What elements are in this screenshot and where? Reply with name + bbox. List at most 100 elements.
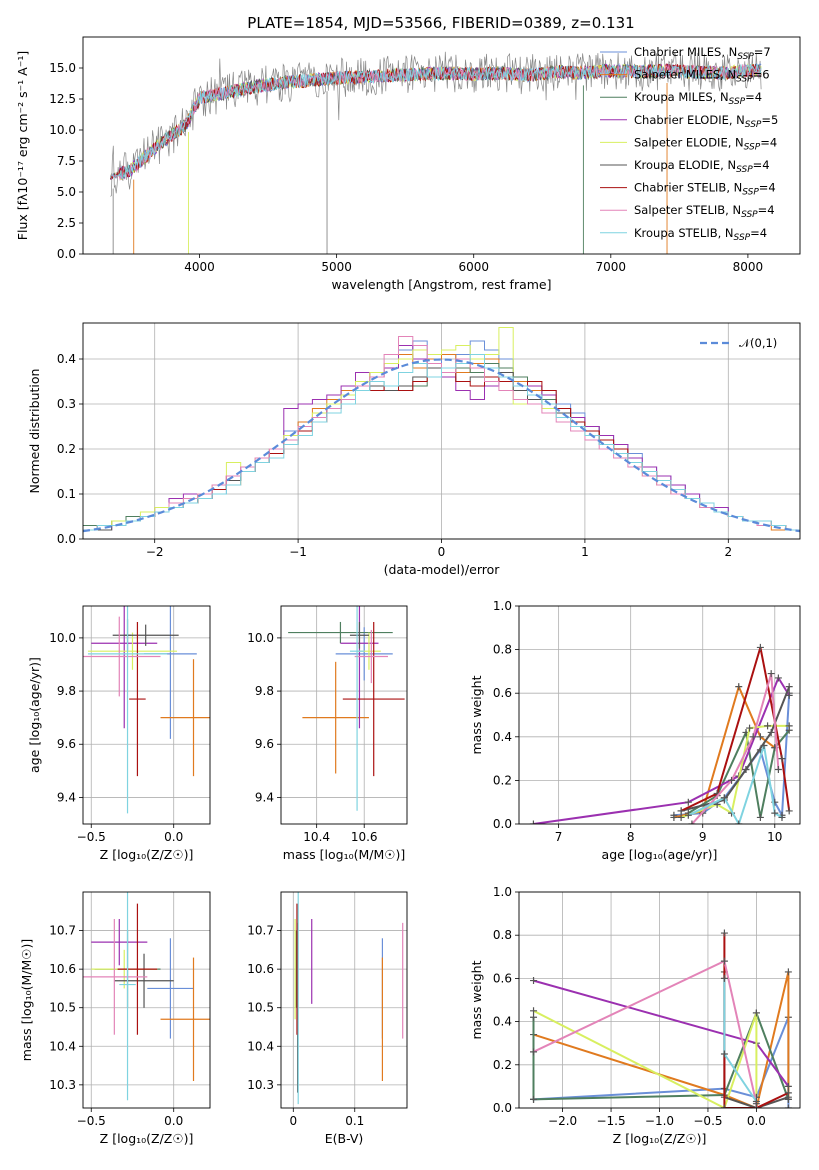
plus-marker — [752, 1098, 760, 1106]
mass_vs_ebv-plot-area — [294, 892, 404, 1105]
y-tick-label: 0.0 — [57, 532, 76, 546]
y-axis-label: mass weight — [469, 960, 484, 1039]
x-tick-label: 0.0 — [164, 1114, 183, 1128]
x-tick-label: 0.1 — [345, 1114, 364, 1128]
spectrum-plot-area — [110, 51, 762, 254]
errorbar-point-6 — [129, 621, 146, 777]
axes-frame — [82, 36, 801, 255]
y-tick-label: 0.1 — [57, 487, 76, 501]
plus-marker — [756, 813, 764, 821]
y-tick-label: 0.4 — [493, 1015, 512, 1029]
y-tick-label: 1.0 — [493, 885, 512, 899]
errorbar-point-7 — [83, 919, 148, 1035]
y-tick-label: 7.5 — [57, 154, 76, 168]
legend-entry: Salpeter ELODIE, NSSP=4 — [634, 135, 777, 152]
plus-marker — [756, 643, 764, 651]
mass_vs_z-panel: −0.5 0.0 10.3 10.4 10.5 10.6 10.7 Z [log₁₀(Z/Z☉… — [19, 891, 211, 1146]
errorbar-point-5 — [349, 621, 369, 649]
x-tick-label: 0.0 — [164, 830, 183, 844]
y-axis-label: Normed distribution — [27, 369, 42, 494]
y-tick-label: 0.2 — [57, 442, 76, 456]
plus-marker — [785, 683, 793, 691]
y-tick-label: 0.2 — [493, 773, 512, 787]
plus-marker — [749, 733, 757, 741]
y-tick-label: 0.3 — [57, 397, 76, 411]
y-axis-label: mass weight — [469, 675, 484, 754]
errorbar-point-7 — [354, 629, 388, 684]
x-tick-label: 10.4 — [303, 830, 330, 844]
x-tick-label: 10 — [767, 830, 782, 844]
massweight_vs_age-panel: 7 8 9 10 0.0 0.2 0.4 0.6 0.8 1.0 age [log₁₀(age/yr… — [469, 599, 801, 862]
y-tick-label: 0.4 — [57, 352, 76, 366]
plus-marker — [670, 813, 678, 821]
legend-entry: Chabrier ELODIE, NSSP=5 — [634, 113, 778, 130]
errorbar-point-3 — [91, 919, 148, 966]
y-tick-label: 9.6 — [57, 737, 76, 751]
spectrum-line-8 — [110, 64, 762, 180]
plus-marker — [530, 1007, 538, 1015]
errorbar-point-4 — [87, 632, 178, 670]
y-tick-label: 10.6 — [49, 962, 76, 976]
legend-entry: Chabrier MILES, NSSP=7 — [634, 45, 771, 62]
y-tick-label: 9.6 — [255, 737, 274, 751]
x-tick-label: 8 — [627, 830, 635, 844]
residuals-plot-area — [83, 327, 800, 533]
axes-frame — [518, 605, 801, 825]
mass-weight-series-3 — [533, 675, 791, 824]
y-tick-label: 0.2 — [493, 1058, 512, 1072]
plus-marker — [784, 968, 792, 976]
plus-marker — [760, 742, 768, 750]
legend-entry: Kroupa MILES, NSSP=4 — [634, 90, 762, 107]
legend-entry: Kroupa STELIB, NSSP=4 — [634, 226, 767, 243]
plus-marker — [735, 683, 743, 691]
axes-frame — [280, 891, 408, 1109]
errorbar-point-6 — [117, 903, 158, 1035]
y-tick-label: 1.0 — [493, 599, 512, 613]
massweight_vs_z-plot-area — [530, 929, 792, 1108]
x-axis-label: (data-model)/error — [384, 562, 501, 577]
y-tick-label: 15.0 — [49, 61, 76, 75]
errorbar-point-2 — [288, 621, 393, 644]
errorbar-point-5 — [114, 953, 174, 1008]
y-tick-label: 0.4 — [493, 730, 512, 744]
plus-marker — [746, 724, 754, 732]
age_vs_mass-plot-area — [288, 606, 405, 811]
y-tick-label: 5.0 — [57, 185, 76, 199]
y-tick-label: 0.6 — [493, 971, 512, 985]
age_vs_z-panel: −0.5 0.0 9.4 9.6 9.8 10.0 Z [log₁₀(Z/Z☉)] age [… — [27, 605, 211, 862]
plus-marker — [767, 670, 775, 678]
y-tick-label: 10.3 — [247, 1078, 274, 1092]
age_vs_z-plot-area — [83, 606, 210, 814]
x-tick-label: 8000 — [733, 260, 764, 274]
y-tick-label: 0.6 — [493, 686, 512, 700]
errorbar-point-8 — [87, 606, 168, 814]
errorbar-point-1 — [160, 659, 210, 777]
y-tick-label: 10.0 — [247, 631, 274, 645]
normal-reference-curve — [83, 358, 800, 533]
y-axis-label: age [log₁₀(age/yr)] — [27, 657, 42, 773]
y-tick-label: 10.7 — [49, 924, 76, 938]
y-tick-label: 9.8 — [57, 684, 76, 698]
errorbar-point-0 — [335, 627, 393, 681]
age_vs_mass-panel: 10.4 10.6 9.4 9.6 9.8 10.0 mass [log₁₀(M/M☉)] — [247, 605, 408, 862]
x-tick-label: −0.5 — [77, 1114, 106, 1128]
spectrum-panel: 4000 5000 6000 7000 8000 0.0 2.5 5.0 7.5 10.0 12.5… — [15, 36, 801, 292]
x-tick-label: 7 — [555, 830, 563, 844]
mass-weight-series-8 — [687, 745, 783, 824]
x-axis-label: age [log₁₀(age/yr)] — [602, 847, 718, 862]
plus-marker — [778, 813, 786, 821]
x-axis-label: Z [log₁₀(Z/Z☉)] — [100, 847, 194, 862]
plus-marker — [529, 820, 537, 824]
x-tick-label: −1.0 — [645, 1114, 674, 1128]
y-axis-label: mass [log₁₀(M/M☉)] — [19, 939, 34, 1061]
errorbar-point-7 — [83, 616, 161, 697]
plus-marker — [771, 809, 779, 817]
plus-marker — [752, 1104, 760, 1108]
x-axis-label: Z [log₁₀(Z/Z☉)] — [613, 1131, 707, 1146]
plus-marker — [764, 722, 772, 730]
y-tick-label: 9.8 — [255, 684, 274, 698]
y-tick-label: 10.5 — [49, 1001, 76, 1015]
mass-weight-series-4 — [680, 724, 790, 819]
y-tick-label: 0.8 — [493, 928, 512, 942]
